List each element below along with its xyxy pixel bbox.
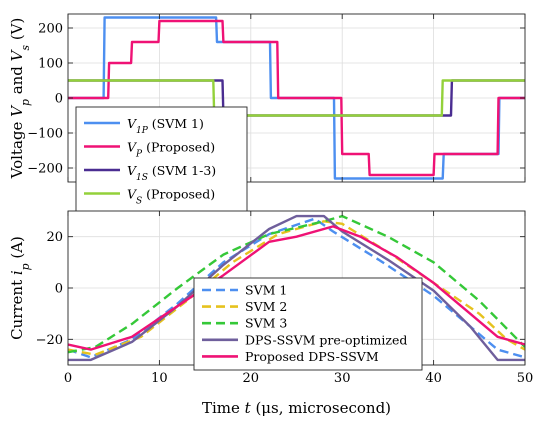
current-ytick-label: 20: [46, 230, 63, 245]
current-xtick-label: 10: [151, 371, 168, 386]
voltage-legend-text: (Proposed): [142, 187, 215, 202]
current-series-line-2: [68, 214, 525, 354]
voltage-ylabel-symbol: V: [8, 48, 26, 61]
current-ylabel-subscript: p: [19, 263, 32, 270]
voltage-legend-label-0: V1P (SVM 1): [127, 116, 204, 136]
voltage-ytick-label: 200: [38, 22, 63, 37]
voltage-ylabel: Voltage Vp and Vs (V): [8, 18, 32, 180]
xlabel: Time t (μs, microsecond): [202, 399, 391, 417]
voltage-ylabel-symbol: V: [8, 104, 26, 117]
current-ytick-label: −20: [36, 333, 63, 348]
current-ylabel: Current ip (A): [8, 236, 32, 340]
xlabel-symbol: t: [245, 399, 252, 417]
current-chart: −20 0 20 0 10 20 30 40 50 Current ip (A) Time t (μ…: [8, 210, 534, 417]
current-series-line-3: [68, 214, 525, 362]
voltage-legend-text: (SVM 1-3): [148, 163, 216, 178]
current-legend-label-4: Proposed DPS-SSVM: [245, 349, 379, 364]
current-ylabel-symbol: i: [8, 270, 26, 275]
voltage-legend-symbol: V: [127, 187, 138, 202]
xlabel-text: Time: [202, 399, 245, 417]
voltage-ytick-label: −100: [27, 127, 63, 142]
voltage-ylabel-subscript: s: [19, 44, 32, 50]
current-series-line-4: [68, 225, 525, 351]
voltage-legend-subscript: S: [136, 197, 142, 207]
voltage-series-line-1: [68, 19, 525, 177]
current-series-line-1: [68, 220, 525, 356]
current-legend-box: [193, 277, 423, 371]
voltage-legend-symbol: V: [127, 116, 138, 131]
voltage-ylabel-text: Voltage: [8, 117, 26, 180]
voltage-ytick-label: 100: [38, 57, 63, 72]
voltage-ylabel-text: and: [8, 61, 26, 99]
current-legend-label-3: DPS-SSVM pre-optimized: [245, 332, 407, 347]
voltage-legend-label-2: V1S (SVM 1-3): [127, 163, 216, 183]
current-legend-label-1: SVM 2: [245, 299, 287, 314]
voltage-ytick-label: −200: [27, 162, 63, 177]
current-xtick-label: 30: [334, 371, 351, 386]
voltage-legend-label-1: VP (Proposed): [127, 140, 215, 160]
xlabel-text: (μs, microsecond): [251, 399, 391, 417]
current-xtick-label: 0: [64, 371, 72, 386]
current-legend-label-2: SVM 3: [245, 316, 287, 331]
voltage-legend-subscript: 1P: [136, 126, 149, 136]
current-xtick-label: 20: [243, 371, 260, 386]
voltage-legend-symbol: V: [127, 163, 138, 178]
voltage-legend-symbol: V: [127, 140, 138, 155]
voltage-chart: −200 −100 0 100 200 Voltage Vp and Vs (V) V1P …: [8, 13, 526, 213]
voltage-legend-text: (SVM 1): [148, 116, 204, 131]
voltage-legend-text: (Proposed): [142, 140, 215, 155]
voltage-legend-subscript: 1S: [136, 173, 148, 183]
current-legend-label-0: SVM 1: [245, 283, 287, 298]
current-ytick-label: 0: [55, 282, 63, 297]
voltage-ytick-label: 0: [55, 92, 63, 107]
voltage-ylabel-text: (V): [8, 18, 26, 45]
current-ylabel-text: (A): [8, 236, 26, 263]
current-xtick-label: 50: [517, 371, 534, 386]
voltage-legend-subscript: P: [135, 150, 143, 160]
current-ylabel-text: Current: [8, 275, 26, 340]
voltage-legend-label-3: VS (Proposed): [127, 187, 215, 207]
current-xtick-label: 40: [425, 371, 442, 386]
voltage-ylabel-subscript: p: [19, 99, 32, 106]
voltage-series-line-3: [68, 79, 525, 117]
